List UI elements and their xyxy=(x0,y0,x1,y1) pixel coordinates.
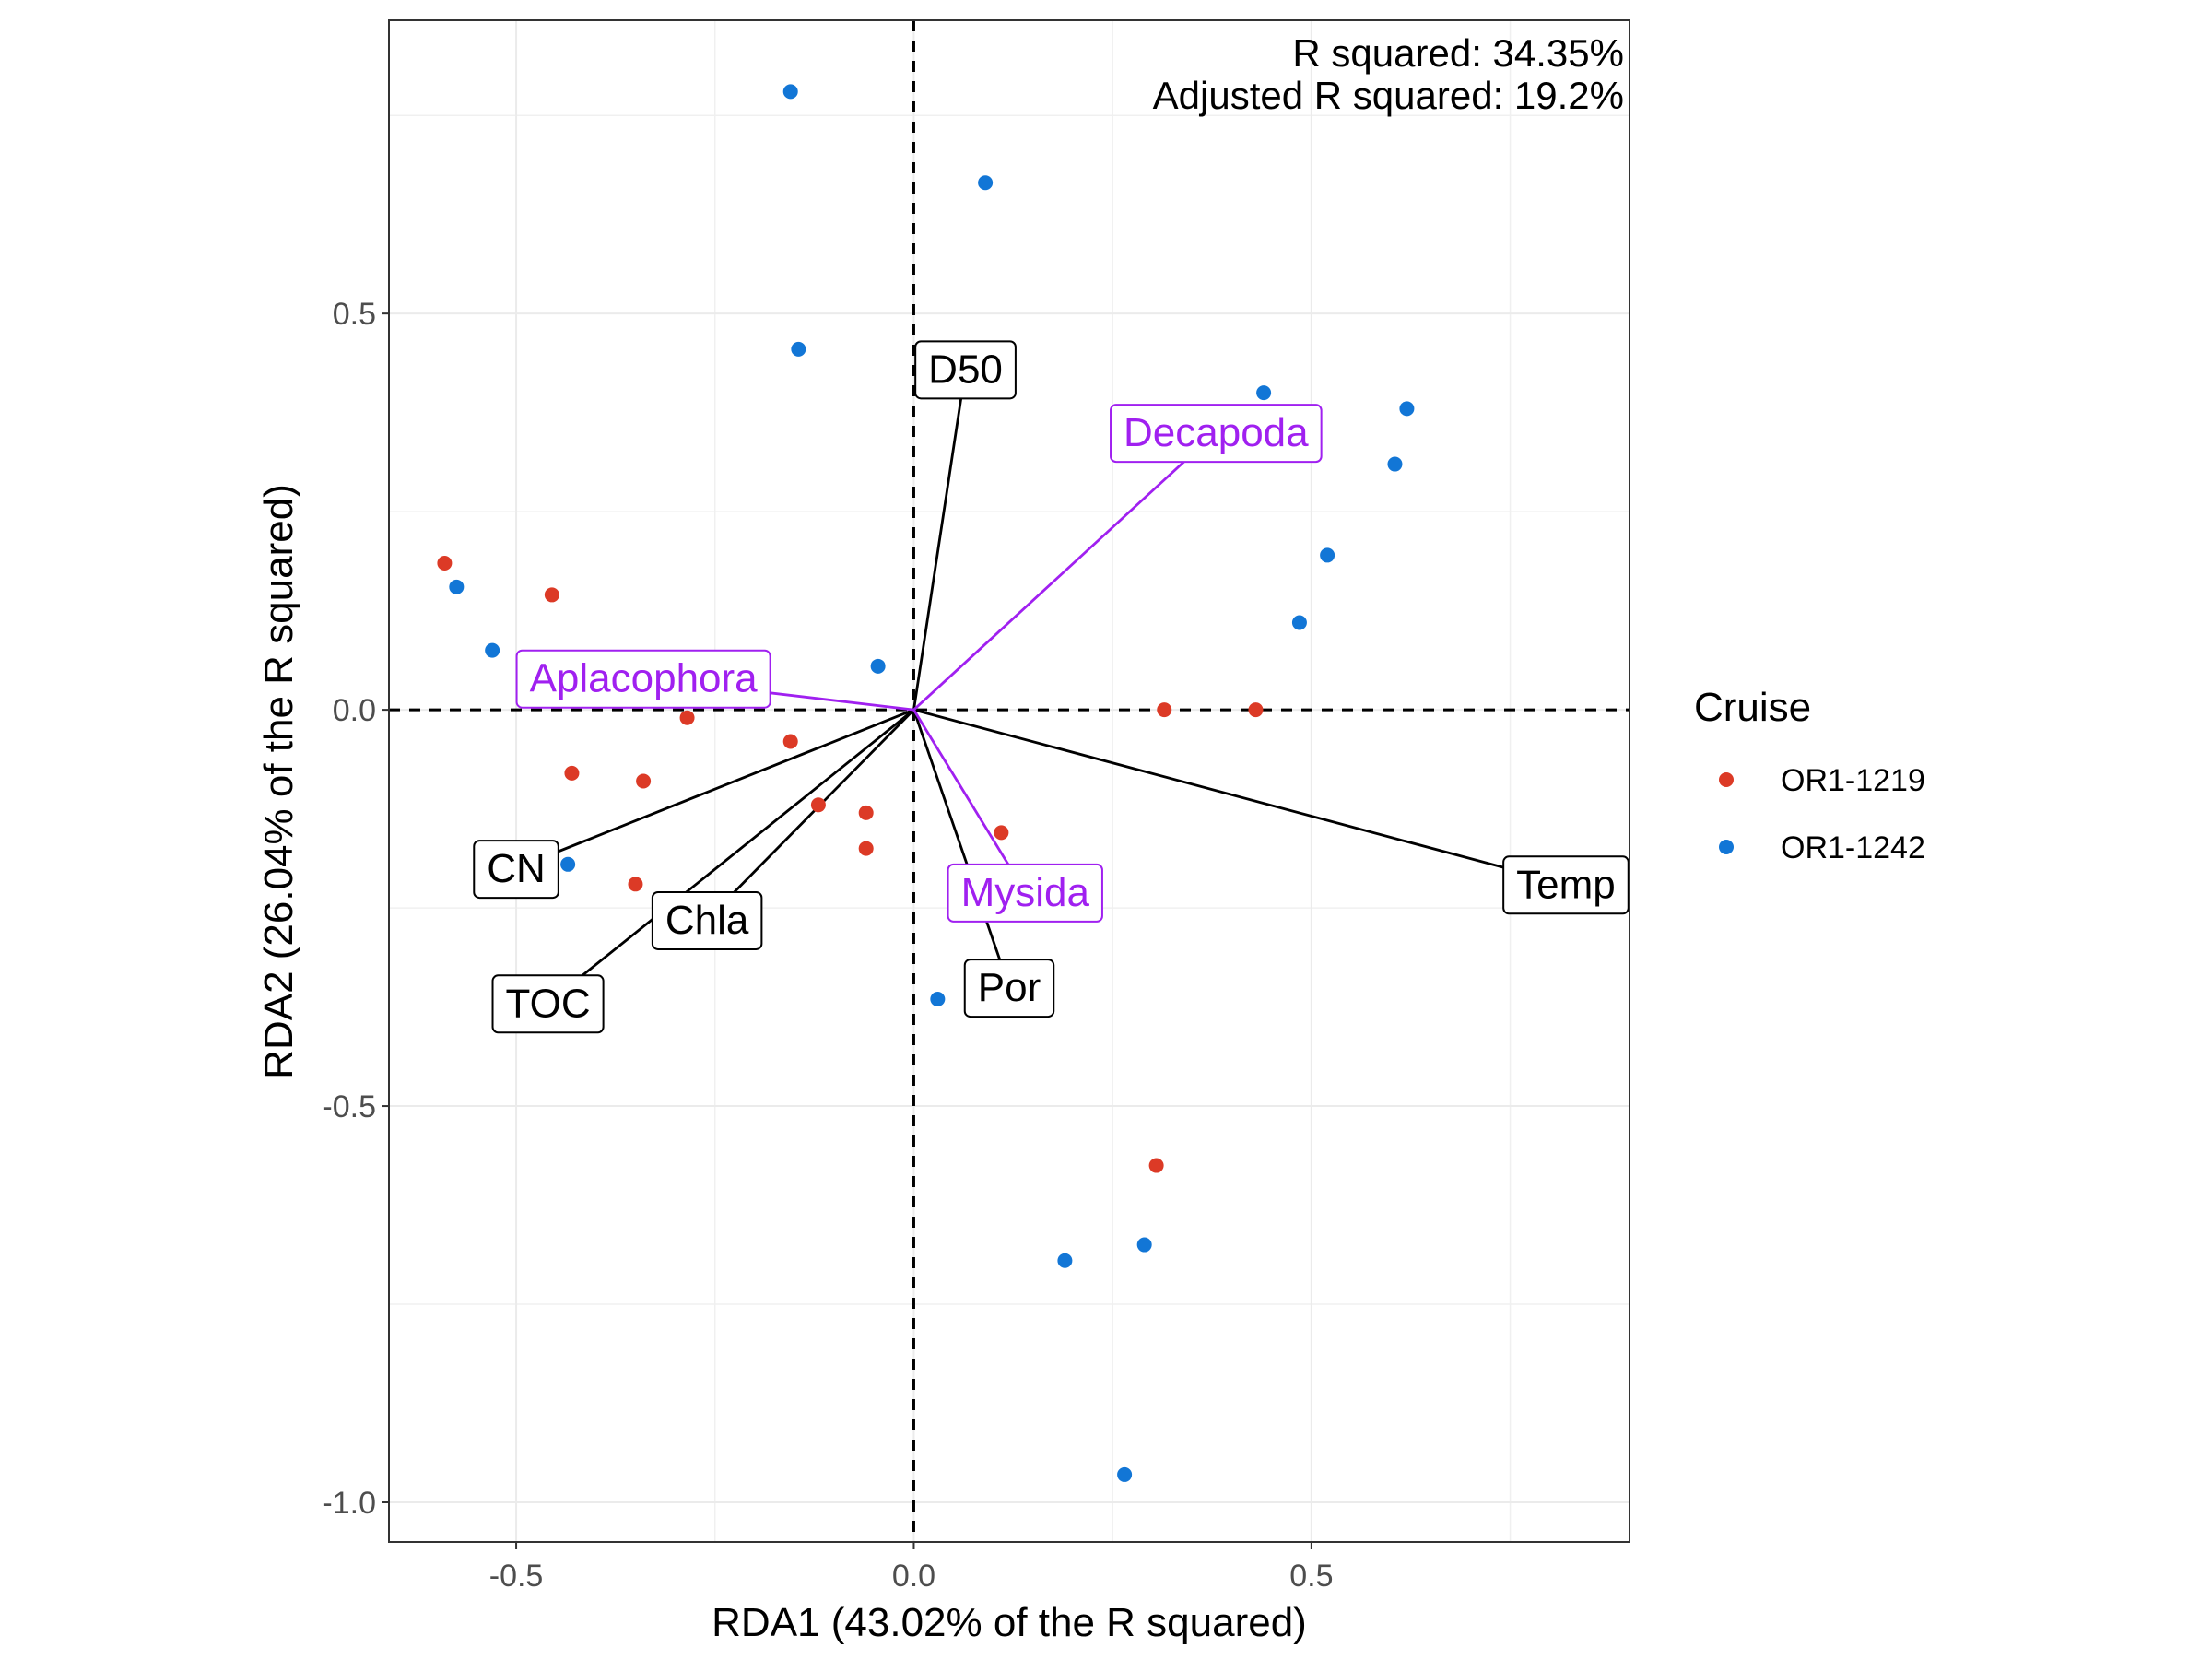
point-or1-1219 xyxy=(1148,1158,1164,1173)
vector-label-text-mysida: Mysida xyxy=(961,870,1090,915)
vector-label-text-toc: TOC xyxy=(506,981,591,1026)
point-or1-1242 xyxy=(560,856,576,872)
vector-label-layer: D50 Temp CN Chla TOC Por Decapoda Aplacophora My… xyxy=(473,340,1630,1034)
vector-chla xyxy=(706,709,915,921)
vector-label-d50: D50 xyxy=(914,340,1017,400)
point-or1-1219 xyxy=(994,825,1009,841)
vector-label-box-d50 xyxy=(914,340,1017,400)
y-axis-title: RDA2 (26.04% of the R squared) xyxy=(256,484,301,1079)
vector-label-toc: TOC xyxy=(491,974,605,1034)
legend-label-or1-1219: OR1-1219 xyxy=(1781,763,1925,798)
point-or1-1242 xyxy=(1256,385,1272,401)
vector-label-mysida: Mysida xyxy=(947,863,1103,923)
vector-label-text-aplacophora: Aplacophora xyxy=(530,656,759,701)
point-or1-1219 xyxy=(544,587,559,603)
vector-label-box-chla xyxy=(651,890,763,950)
vector-label-aplacophora: Aplacophora xyxy=(515,649,771,709)
vector-cn xyxy=(515,708,914,870)
point-or1-1219 xyxy=(810,797,826,813)
vector-label-text-chla: Chla xyxy=(665,898,749,943)
point-or1-1219 xyxy=(636,773,652,789)
point-or1-1242 xyxy=(1291,615,1307,630)
point-layer xyxy=(437,84,1415,1482)
y-tick-label: 0.5 xyxy=(333,297,376,332)
legend-title: Cruise xyxy=(1694,685,1811,730)
axis-layer: -0.5 0.0 0.5 -1.0 -0.5 0.0 0.5 xyxy=(322,297,1333,1594)
point-or1-1242 xyxy=(791,341,806,357)
grid-layer xyxy=(389,20,1630,1542)
vector-label-text-d50: D50 xyxy=(928,347,1003,392)
point-or1-1219 xyxy=(782,734,798,749)
vector-temp xyxy=(913,708,1567,886)
vector-label-por: Por xyxy=(963,959,1055,1018)
point-or1-1242 xyxy=(485,642,500,658)
vector-d50 xyxy=(912,369,967,711)
vector-label-text-temp: Temp xyxy=(1516,862,1616,907)
point-or1-1242 xyxy=(1136,1237,1152,1253)
point-or1-1242 xyxy=(1057,1253,1073,1268)
point-or1-1219 xyxy=(437,556,453,571)
vector-label-temp: Temp xyxy=(1502,855,1630,915)
point-or1-1219 xyxy=(1248,702,1264,718)
point-or1-1242 xyxy=(870,658,886,674)
point-or1-1242 xyxy=(930,991,946,1006)
x-tick-label: 0.5 xyxy=(1289,1559,1333,1594)
vector-label-box-toc xyxy=(491,974,605,1034)
vector-label-text-decapoda: Decapoda xyxy=(1124,410,1309,455)
y-tick-label: -0.5 xyxy=(322,1089,376,1124)
adjusted-r-squared-annotation: Adjusted R squared: 19.2% xyxy=(1153,74,1624,117)
vector-mysida xyxy=(912,709,1027,893)
vector-label-box-decapoda xyxy=(1110,404,1323,464)
x-tick-label: 0.0 xyxy=(892,1559,935,1594)
vector-por xyxy=(912,709,1011,988)
point-or1-1219 xyxy=(858,841,874,856)
vector-label-box-temp xyxy=(1502,855,1630,915)
point-or1-1242 xyxy=(449,579,465,594)
point-or1-1242 xyxy=(1387,456,1403,472)
vector-decapoda xyxy=(912,431,1218,712)
x-axis-title: RDA1 (43.02% of the R squared) xyxy=(712,1600,1307,1645)
panel-border xyxy=(388,19,1630,1543)
vector-label-box-mysida xyxy=(947,863,1103,923)
reference-lines xyxy=(389,20,1630,1542)
vector-toc xyxy=(547,709,915,1005)
point-or1-1242 xyxy=(1399,401,1415,417)
point-or1-1242 xyxy=(782,84,798,100)
point-or1-1242 xyxy=(1320,547,1335,563)
point-or1-1219 xyxy=(858,805,874,820)
vector-label-box-cn xyxy=(473,840,559,900)
y-tick-label: 0.0 xyxy=(333,693,376,728)
vector-label-text-cn: CN xyxy=(487,846,546,891)
point-or1-1219 xyxy=(564,765,580,781)
point-or1-1219 xyxy=(679,710,695,725)
vector-label-box-por xyxy=(963,959,1055,1018)
legend: Cruise OR1-1219 OR1-1242 xyxy=(1694,685,1925,865)
legend-swatch-or1-1242 xyxy=(1719,840,1734,854)
point-or1-1242 xyxy=(978,175,994,191)
x-tick-label: -0.5 xyxy=(489,1559,544,1594)
vector-label-chla: Chla xyxy=(651,890,763,950)
r-squared-annotation: R squared: 34.35% xyxy=(1292,31,1624,75)
point-or1-1242 xyxy=(1117,1466,1133,1482)
point-or1-1219 xyxy=(1157,702,1172,718)
point-or1-1219 xyxy=(628,877,643,892)
vector-label-cn: CN xyxy=(473,840,559,900)
vector-label-box-aplacophora xyxy=(515,649,771,709)
y-tick-label: -1.0 xyxy=(322,1486,376,1521)
vector-label-decapoda: Decapoda xyxy=(1110,404,1323,464)
legend-label-or1-1242: OR1-1242 xyxy=(1781,830,1925,865)
legend-swatch-or1-1219 xyxy=(1719,772,1734,787)
vector-label-text-por: Por xyxy=(978,965,1041,1010)
